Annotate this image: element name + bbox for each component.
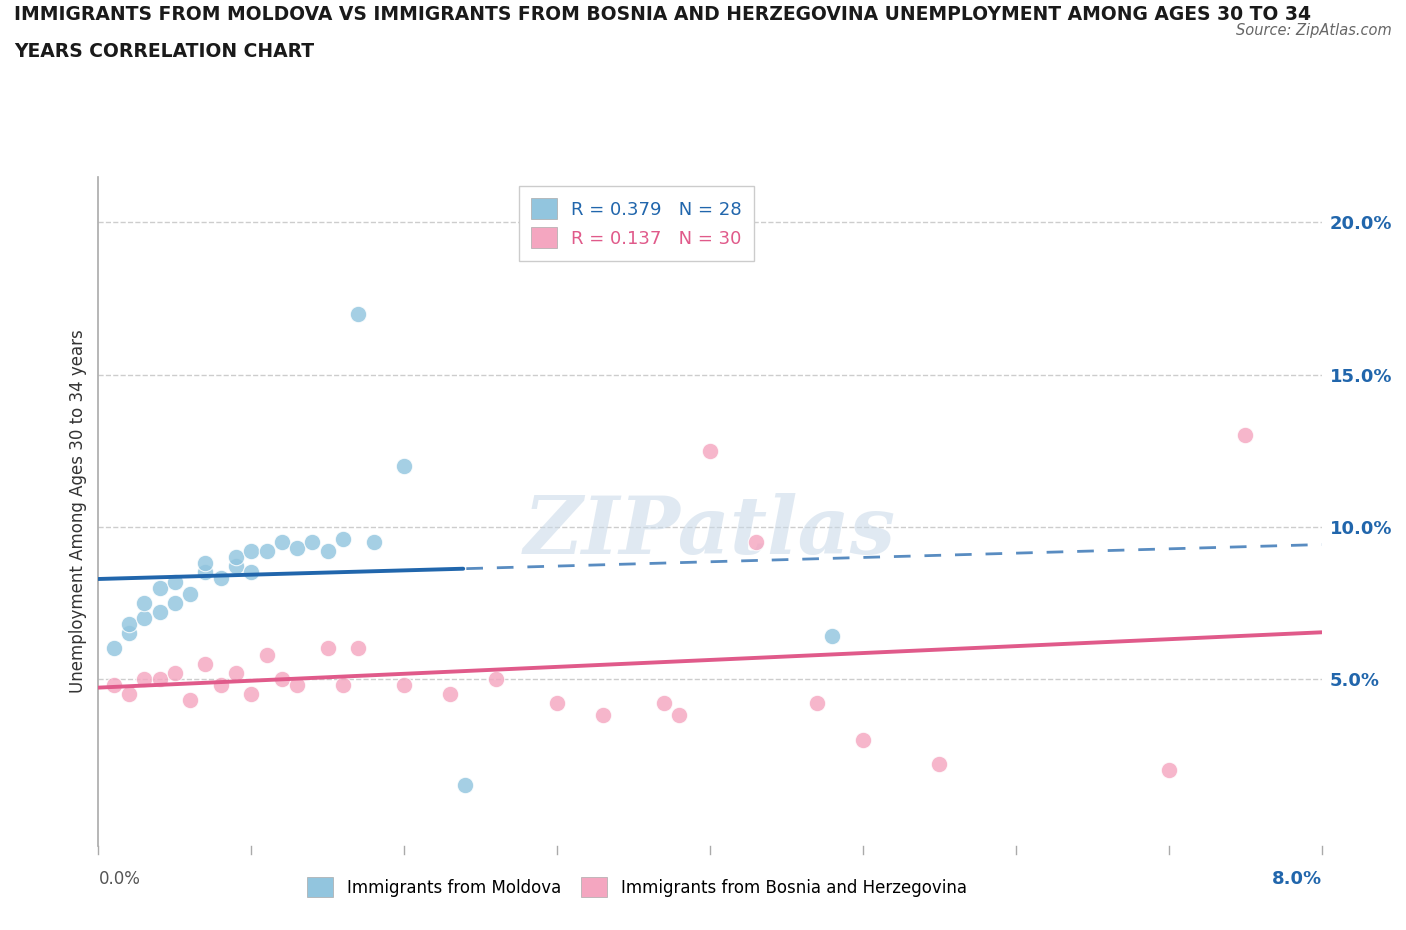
Point — [149, 604, 172, 619]
Point — [163, 665, 186, 680]
Point — [256, 647, 278, 662]
Point — [149, 580, 172, 595]
Point — [240, 686, 263, 701]
Point — [285, 678, 308, 693]
Point — [209, 571, 232, 586]
Text: ZIPatlas: ZIPatlas — [524, 493, 896, 570]
Point — [134, 611, 156, 626]
Point — [285, 540, 308, 555]
Point — [928, 757, 950, 772]
Point — [668, 708, 690, 723]
Point — [118, 686, 141, 701]
Point — [179, 693, 201, 708]
Point — [240, 565, 263, 579]
Point — [347, 641, 370, 656]
Point — [270, 671, 294, 686]
Point — [332, 678, 354, 693]
Point — [163, 595, 186, 610]
Point — [852, 732, 875, 747]
Point — [209, 678, 232, 693]
Point — [392, 678, 416, 693]
Point — [118, 617, 141, 631]
Point — [118, 626, 141, 641]
Text: Source: ZipAtlas.com: Source: ZipAtlas.com — [1236, 23, 1392, 38]
Y-axis label: Unemployment Among Ages 30 to 34 years: Unemployment Among Ages 30 to 34 years — [69, 329, 87, 694]
Point — [301, 535, 323, 550]
Point — [745, 535, 768, 550]
Point — [332, 531, 354, 546]
Point — [485, 671, 508, 686]
Point — [546, 696, 568, 711]
Point — [316, 544, 339, 559]
Point — [256, 544, 278, 559]
Point — [699, 444, 721, 458]
Text: 0.0%: 0.0% — [98, 870, 141, 887]
Point — [454, 778, 477, 793]
Legend: Immigrants from Moldova, Immigrants from Bosnia and Herzegovina: Immigrants from Moldova, Immigrants from… — [298, 869, 976, 905]
Point — [1157, 763, 1180, 777]
Point — [194, 565, 217, 579]
Point — [316, 641, 339, 656]
Text: IMMIGRANTS FROM MOLDOVA VS IMMIGRANTS FROM BOSNIA AND HERZEGOVINA UNEMPLOYMENT A: IMMIGRANTS FROM MOLDOVA VS IMMIGRANTS FR… — [14, 5, 1310, 23]
Point — [103, 641, 125, 656]
Point — [225, 665, 247, 680]
Point — [194, 657, 217, 671]
Point — [240, 544, 263, 559]
Point — [652, 696, 675, 711]
Point — [821, 629, 844, 644]
Point — [1234, 428, 1257, 443]
Point — [194, 556, 217, 571]
Text: 8.0%: 8.0% — [1271, 870, 1322, 887]
Point — [439, 686, 461, 701]
Point — [363, 535, 385, 550]
Point — [270, 535, 294, 550]
Point — [225, 559, 247, 574]
Point — [163, 574, 186, 589]
Point — [392, 458, 416, 473]
Point — [179, 586, 201, 601]
Point — [592, 708, 614, 723]
Point — [103, 678, 125, 693]
Point — [806, 696, 828, 711]
Point — [149, 671, 172, 686]
Point — [347, 306, 370, 321]
Text: YEARS CORRELATION CHART: YEARS CORRELATION CHART — [14, 42, 314, 60]
Point — [225, 550, 247, 565]
Point — [134, 671, 156, 686]
Point — [134, 595, 156, 610]
